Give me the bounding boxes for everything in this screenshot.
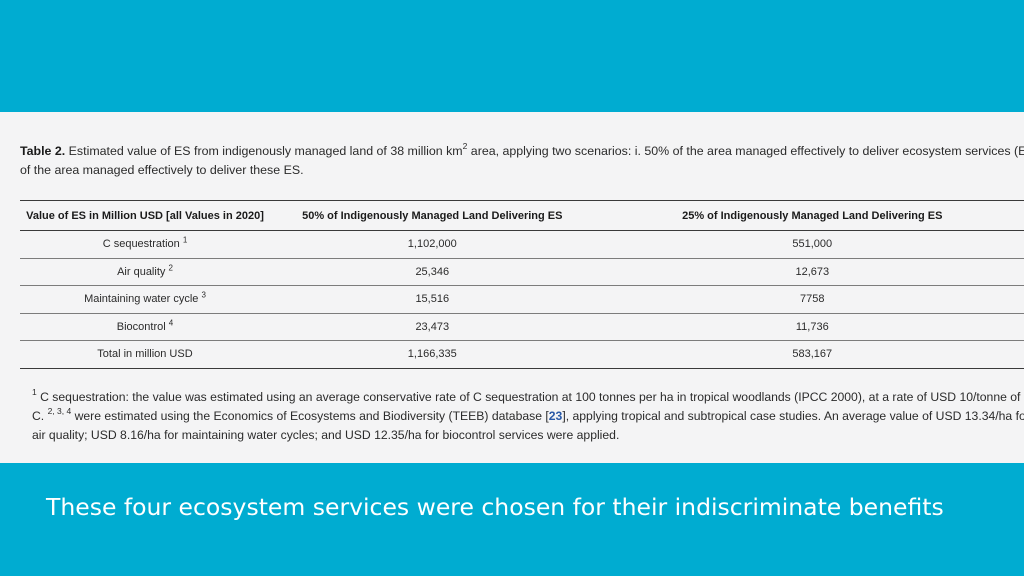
header-value-of-es: Value of ES in Million USD [all Values i…: [20, 200, 270, 231]
table-row-total: Total in million USD 1,166,335 583,167: [20, 340, 1024, 369]
row-label: Maintaining water cycle 3: [20, 285, 270, 314]
header-50-percent: 50% of Indigenously Managed Land Deliver…: [269, 200, 595, 231]
cell-50: 1,102,000: [269, 230, 595, 259]
caption-text: Estimated value of ES from indigenously …: [65, 144, 463, 158]
table-row: Biocontrol 4 23,473 11,736: [20, 313, 1024, 341]
caption-superscript: 2: [462, 140, 468, 151]
cell-25: 583,167: [594, 340, 1024, 369]
footnote-marker-234: 2, 3, 4: [47, 405, 72, 416]
bottom-banner: These four ecosystem services were chose…: [0, 463, 1024, 576]
row-label-text: Biocontrol: [116, 320, 166, 333]
table-label: Table 2.: [20, 144, 66, 158]
cell-50: 23,473: [269, 313, 595, 341]
row-footnote-marker: 3: [201, 290, 206, 300]
footnote-text-continued: were estimated using the Economics of Ec…: [71, 409, 549, 423]
footnote-text: C sequestration: the value was estimated…: [32, 390, 1021, 423]
cell-25: 551,000: [594, 230, 1024, 259]
table-footnote: 1 C sequestration: the value was estimat…: [32, 388, 1024, 445]
footnote-marker-1: 1: [32, 386, 37, 397]
row-label: Total in million USD: [20, 340, 270, 369]
es-value-table: Value of ES in Million USD [all Values i…: [20, 200, 1024, 369]
row-footnote-marker: 1: [182, 235, 188, 245]
banner-caption: These four ecosystem services were chose…: [46, 493, 944, 521]
header-25-percent: 25% of Indigenously Managed Land Deliver…: [594, 200, 1024, 231]
row-label-text: C sequestration: [102, 238, 180, 251]
cell-25: 11,736: [594, 313, 1024, 341]
row-label: Air quality 2: [20, 258, 270, 286]
cell-50: 1,166,335: [269, 340, 595, 369]
caption-text-continued: area, applying two scenarios: i. 50% of …: [20, 144, 1024, 177]
table-row: Maintaining water cycle 3 15,516 7758: [20, 285, 1024, 314]
row-label-text: Total in million USD: [97, 348, 193, 361]
row-label: C sequestration 1: [20, 230, 270, 259]
table-caption: Table 2. Estimated value of ES from indi…: [20, 142, 1024, 180]
cell-50: 15,516: [269, 285, 595, 314]
cell-25: 7758: [594, 285, 1024, 314]
top-banner: [0, 0, 1024, 112]
table-row: Air quality 2 25,346 12,673: [20, 258, 1024, 286]
footnote-text-end: ], applying tropical and subtropical cas…: [32, 409, 1024, 442]
cell-50: 25,346: [269, 258, 595, 286]
table-row: C sequestration 1 1,102,000 551,000: [20, 230, 1024, 259]
reference-link[interactable]: 23: [548, 409, 563, 423]
row-footnote-marker: 2: [168, 263, 173, 273]
row-label-text: Air quality: [117, 265, 166, 278]
row-label: Biocontrol 4: [20, 313, 270, 341]
table-header-row: Value of ES in Million USD [all Values i…: [20, 200, 1024, 231]
document-panel: Table 2. Estimated value of ES from indi…: [0, 112, 1024, 463]
cell-25: 12,673: [594, 258, 1024, 286]
row-label-text: Maintaining water cycle: [84, 293, 199, 306]
row-footnote-marker: 4: [168, 318, 174, 328]
